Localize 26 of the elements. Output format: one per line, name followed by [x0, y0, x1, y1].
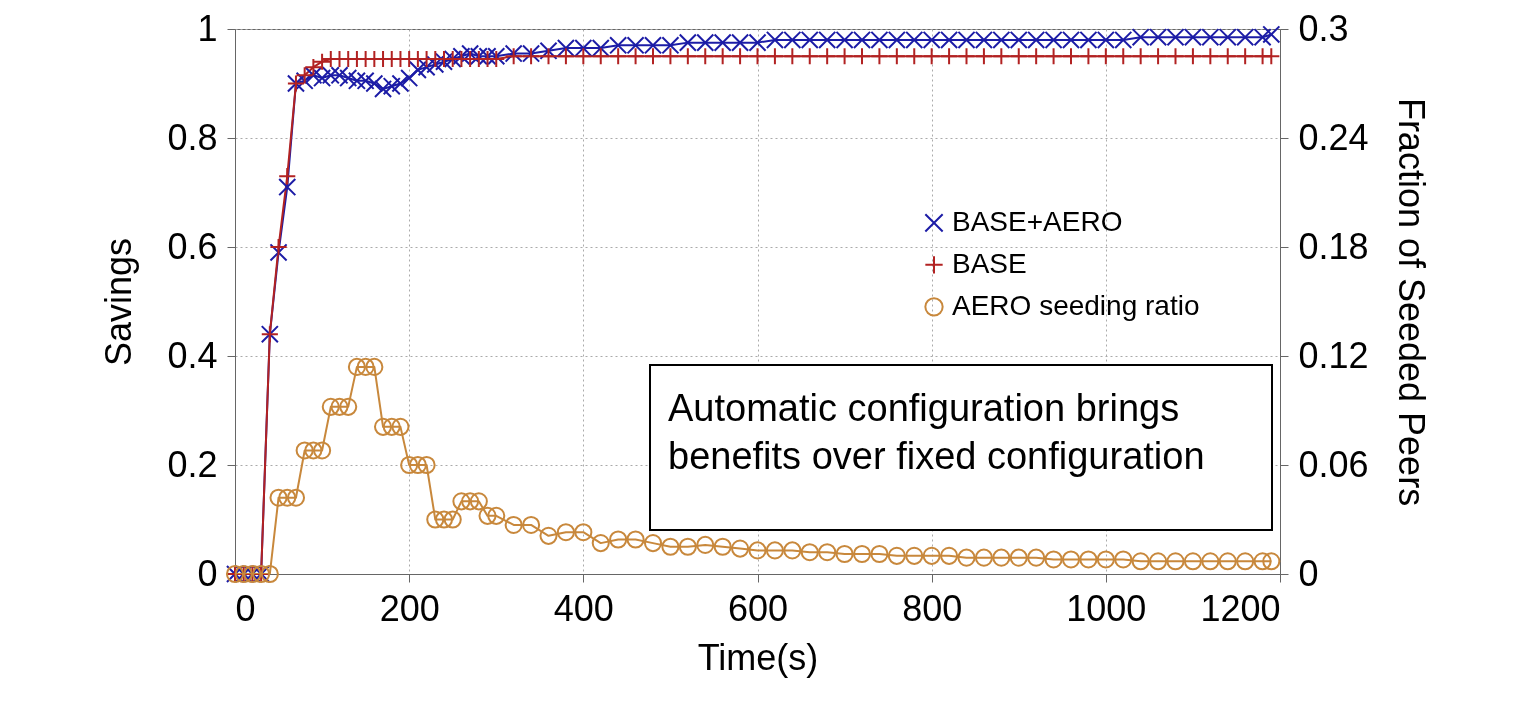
- x-tick-label: 200: [379, 587, 440, 629]
- y2-tick-label: 0.06: [1298, 443, 1369, 485]
- legend-label: BASE: [952, 247, 1027, 279]
- y2-tick-label: 0.3: [1298, 7, 1349, 49]
- x-tick-label: 600: [727, 587, 789, 629]
- y-axis-title: Savings: [98, 237, 140, 367]
- x-tick-label: 800: [902, 587, 963, 629]
- x-tick-label: 1000: [1066, 587, 1147, 629]
- y-tick-label: 0.4: [167, 334, 218, 376]
- y2-axis-title: Fraction of Seeded Peers: [1390, 97, 1432, 507]
- y-tick-label: 1: [197, 7, 218, 49]
- y2-tick-label: 0.24: [1298, 116, 1369, 158]
- y-tick-label: 0: [197, 552, 218, 594]
- y-tick-label: 0.6: [167, 225, 218, 267]
- legend-label: BASE+AERO: [952, 205, 1123, 237]
- x-tick-label: 400: [553, 587, 614, 629]
- x-axis-title: Time(s): [697, 636, 819, 678]
- legend-label: AERO seeding ratio: [952, 289, 1200, 321]
- x-tick-label: 1200: [1200, 587, 1281, 629]
- y2-tick-label: 0.12: [1298, 334, 1369, 376]
- y2-tick-label: 0.18: [1298, 225, 1369, 267]
- annotation: Automatic configuration brings benefits over fixed configuration: [668, 387, 1205, 477]
- y2-tick-label: 0: [1298, 552, 1319, 594]
- y-tick-label: 0.8: [167, 116, 218, 158]
- y-tick-label: 0.2: [167, 443, 218, 485]
- x-tick-label: 0: [235, 587, 256, 629]
